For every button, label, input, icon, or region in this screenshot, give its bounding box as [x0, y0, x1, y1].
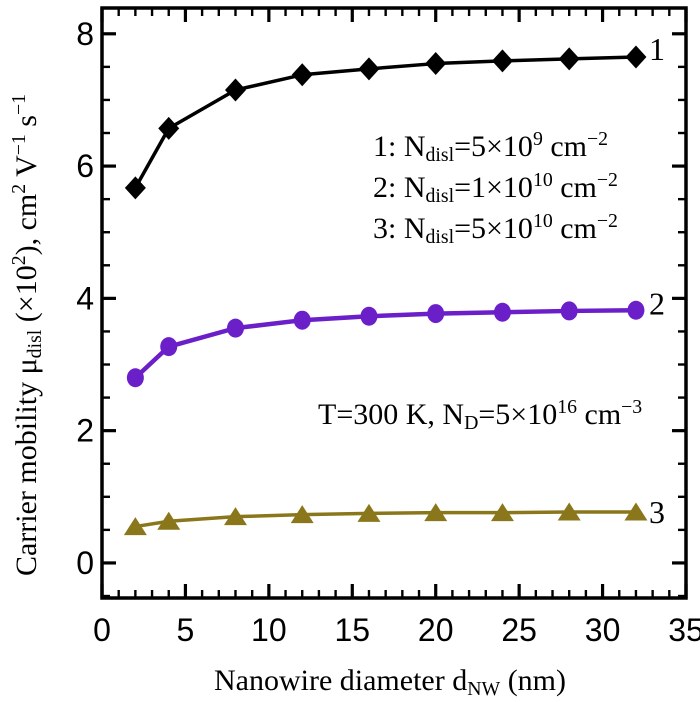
- curve-label-2: 2: [649, 285, 665, 321]
- x-axis-label: Nanowire diameter dNW (nm): [213, 664, 567, 700]
- series-3: 3: [123, 494, 665, 536]
- diamond-marker: [158, 116, 180, 140]
- x-tick-labels: 0 5 10 15 20 25 30 35: [93, 612, 700, 648]
- triangle-marker: [490, 503, 514, 522]
- diamond-marker: [124, 176, 146, 200]
- series-2: 2: [126, 285, 665, 388]
- x-tick-label: 15: [334, 612, 370, 648]
- triangle-marker: [624, 502, 648, 521]
- y-tick-label: 0: [76, 545, 94, 581]
- diamond-marker: [291, 63, 313, 87]
- y-tick-label: 2: [76, 413, 94, 449]
- y-axis-label: Carrier mobility μdisl (×102), cm2 V−1 s…: [8, 93, 46, 577]
- x-tick-label: 30: [585, 612, 621, 648]
- diamond-marker: [425, 52, 447, 76]
- legend-entry-3: 3: Ndisl=5×1010 cm−2: [373, 210, 618, 248]
- circle-marker: [627, 300, 645, 320]
- diamond-marker: [224, 78, 246, 102]
- y-tick-label: 4: [76, 280, 94, 316]
- legend-entry-2: 2: Ndisl=1×1010 cm−2: [373, 169, 618, 207]
- triangle-marker: [290, 505, 314, 524]
- circle-marker: [493, 302, 511, 322]
- legend-entry-1: 1: Ndisl=5×109 cm−2: [373, 128, 609, 166]
- triangle-marker: [123, 517, 147, 536]
- axis-ticks: [100, 8, 688, 598]
- circle-marker: [226, 318, 244, 338]
- y-tick-labels: 0 2 4 6 8: [76, 16, 94, 581]
- x-tick-label: 25: [501, 612, 537, 648]
- series-2-line: [133, 308, 639, 380]
- triangle-marker: [157, 511, 181, 530]
- x-tick-label: 10: [251, 612, 287, 648]
- curve-label-3: 3: [649, 494, 665, 530]
- series-1: 1: [124, 31, 665, 200]
- axis-frame: [100, 6, 688, 600]
- curve-label-1: 1: [649, 31, 665, 67]
- triangle-marker: [357, 503, 381, 522]
- diamond-marker: [491, 49, 513, 73]
- triangle-marker: [557, 502, 581, 521]
- circle-marker: [160, 337, 178, 357]
- circle-marker: [427, 304, 445, 324]
- circle-marker: [293, 310, 311, 330]
- x-tick-label: 0: [93, 612, 111, 648]
- legend: 1: Ndisl=5×109 cm−2 2: Ndisl=1×1010 cm−2 3…: [373, 128, 618, 251]
- diamond-marker: [358, 57, 380, 81]
- annotation-conditions: T=300 K, ND=5×1016 cm−3: [318, 396, 643, 434]
- circle-marker: [360, 306, 378, 326]
- diamond-marker: [625, 45, 647, 69]
- diamond-marker: [558, 47, 580, 71]
- triangle-marker: [424, 503, 448, 522]
- x-tick-label: 5: [177, 612, 195, 648]
- circle-marker: [126, 368, 144, 388]
- circle-marker: [560, 301, 578, 321]
- y-tick-label: 6: [76, 148, 94, 184]
- x-tick-label: 20: [418, 612, 454, 648]
- triangle-marker: [223, 507, 247, 526]
- x-tick-label: 35: [668, 612, 700, 648]
- y-tick-label: 8: [76, 16, 94, 52]
